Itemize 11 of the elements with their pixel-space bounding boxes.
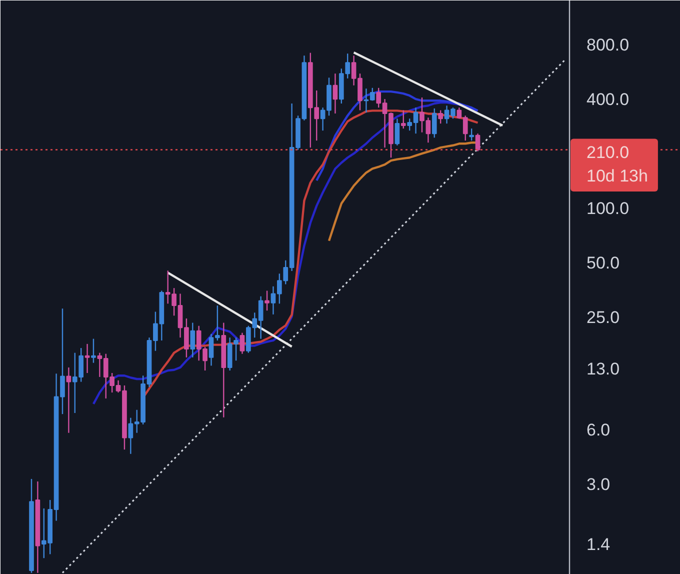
- ref-line-label: 10d 13h: [586, 166, 648, 186]
- y-tick-label: 100.0: [586, 199, 630, 218]
- y-tick-label: 800.0: [586, 36, 630, 55]
- y-tick-label: 3.0: [586, 475, 610, 494]
- y-tick-label: 400.0: [586, 90, 630, 110]
- y-tick-label: 25.0: [586, 308, 620, 328]
- y-tick-label: 6.0: [586, 420, 610, 440]
- y-tick-label: 1.4: [586, 534, 610, 554]
- y-tick-label: 50.0: [586, 254, 620, 273]
- y-tick-label: 13.0: [586, 360, 620, 379]
- y-tick-label: 210.0: [586, 142, 630, 162]
